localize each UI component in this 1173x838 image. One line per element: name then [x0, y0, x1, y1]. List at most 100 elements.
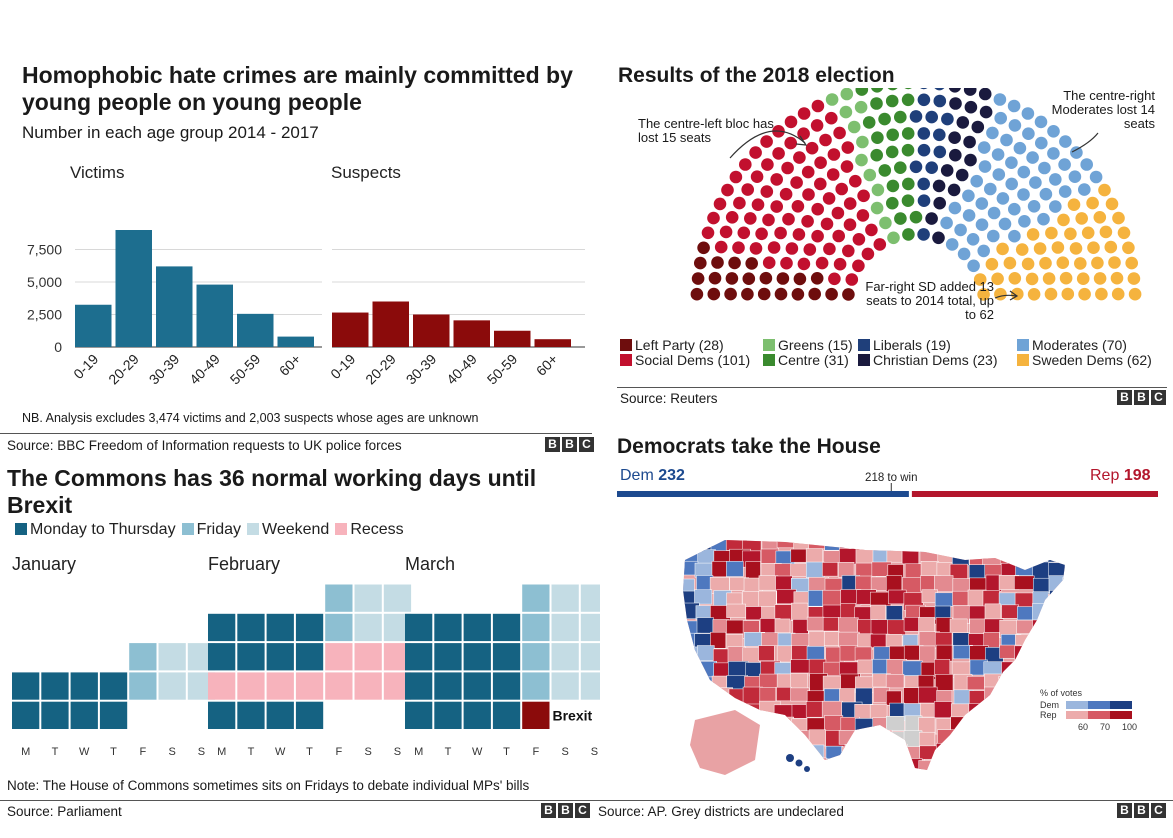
x-tick-label: 60+ — [276, 351, 304, 379]
seat-social-dems — [849, 174, 862, 188]
seat-social-dems — [770, 200, 783, 213]
seat-moderates — [1078, 183, 1091, 196]
legend-label: Liberals (19) — [873, 337, 951, 353]
seat-moderates — [1049, 200, 1062, 213]
seat-moderates — [977, 244, 990, 258]
seat-liberals — [917, 127, 931, 140]
seat-left-party — [707, 287, 721, 301]
district — [885, 674, 905, 689]
district — [1062, 645, 1065, 663]
seat-sweden-dems — [1025, 272, 1039, 286]
district — [855, 547, 874, 564]
district — [984, 603, 1002, 621]
district — [999, 717, 1016, 732]
bar-victims — [75, 304, 112, 347]
bar-suspects — [372, 301, 409, 347]
weekday-label: W — [79, 746, 90, 758]
weekday-label: T — [110, 746, 117, 758]
y-tick-label: 7,500 — [27, 242, 62, 258]
seat-social-dems — [739, 158, 752, 171]
seat-moderates — [1089, 170, 1103, 184]
house-seat-bar: 218 to win — [617, 472, 1158, 497]
district — [807, 757, 827, 770]
district — [949, 618, 968, 636]
seat-social-dems — [749, 242, 763, 255]
divider-hate — [0, 433, 592, 434]
district — [870, 576, 889, 591]
district — [1048, 540, 1065, 548]
seat-greens — [825, 93, 839, 106]
day-weekend — [354, 584, 382, 612]
district — [985, 759, 1004, 770]
rep-label: Rep — [1090, 467, 1120, 484]
seat-centre — [894, 110, 907, 124]
district — [1032, 673, 1049, 690]
seat-centre — [870, 148, 883, 162]
seat-sweden-dems — [1075, 212, 1088, 225]
seat-social-dems — [828, 272, 841, 286]
legend-swatch — [15, 523, 27, 535]
annotation-arrowhead — [795, 135, 808, 146]
district — [840, 603, 856, 620]
seat-sweden-dems — [1067, 198, 1081, 211]
seat-moderates — [1047, 125, 1060, 138]
legend-item-liberals: Liberals (19) — [858, 337, 951, 353]
seat-social-dems — [833, 257, 847, 271]
day-friday — [522, 613, 550, 642]
hate-crimes-note: NB. Analysis excludes 3,474 victims and … — [22, 411, 479, 425]
district — [808, 540, 826, 550]
district — [1063, 633, 1065, 649]
seat-left-party — [728, 256, 741, 270]
seat-left-party — [724, 287, 737, 301]
district — [696, 540, 714, 552]
district — [1066, 773, 1086, 788]
district — [710, 540, 728, 552]
seat-social-dems — [784, 115, 798, 129]
weekday-label: S — [364, 746, 371, 758]
seat-sweden-dems — [1021, 257, 1035, 271]
district — [822, 617, 840, 632]
seat-sweden-dems — [1099, 225, 1113, 239]
seat-moderates — [1027, 200, 1041, 213]
map-legend-rep: Rep — [1040, 710, 1057, 720]
seat-centre — [886, 179, 900, 193]
x-tick-label: 0-19 — [70, 351, 101, 382]
month-label: February — [208, 554, 280, 574]
day-mon_thu — [266, 643, 294, 671]
district — [1031, 744, 1047, 761]
seat-sweden-dems — [1076, 272, 1090, 285]
district — [711, 561, 728, 578]
seat-moderates — [1008, 202, 1021, 216]
district — [1066, 758, 1083, 775]
day-mon_thu — [434, 643, 462, 671]
district — [1014, 645, 1033, 660]
district — [807, 744, 825, 763]
seat-christian-dems — [925, 212, 938, 225]
seat-moderates — [987, 206, 1001, 220]
legend-item-centre: Centre (31) — [763, 352, 849, 368]
dem-label: Dem — [620, 467, 654, 484]
commons-title: The Commons has 36 normal working days u… — [7, 465, 537, 518]
seat-social-dems — [825, 111, 838, 125]
seat-christian-dems — [978, 88, 992, 101]
bar-victims — [115, 230, 152, 347]
seat-left-party — [808, 287, 821, 301]
district — [1030, 633, 1050, 652]
seat-moderates — [975, 197, 989, 210]
day-mon_thu — [70, 701, 98, 729]
district — [1049, 590, 1065, 605]
seat-social-dems — [801, 165, 815, 179]
day-mon_thu — [41, 701, 69, 729]
seat-moderates — [996, 192, 1010, 205]
hawaii-island — [795, 759, 803, 767]
district — [983, 632, 1000, 648]
district — [694, 589, 713, 605]
seat-social-dems — [792, 228, 806, 241]
series-label: Victims — [70, 163, 124, 182]
legend-item-christian-dems: Christian Dems (23) — [858, 352, 997, 368]
district — [1062, 659, 1065, 676]
seat-centre — [871, 131, 884, 144]
seat-moderates — [940, 216, 953, 230]
district — [775, 716, 795, 734]
